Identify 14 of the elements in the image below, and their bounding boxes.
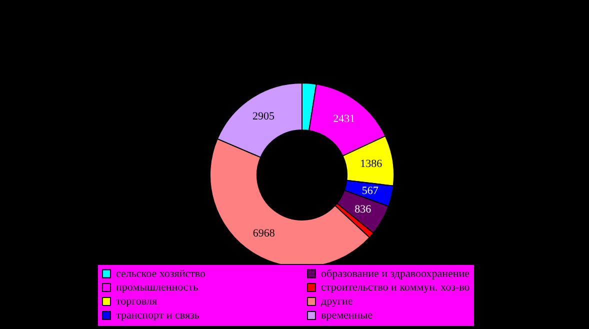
data-label: 1386 (360, 158, 383, 170)
data-label: 2431 (333, 113, 356, 126)
legend-label: торговля (116, 296, 157, 308)
legend-label: транспорт и связь (116, 310, 200, 322)
data-label: 567 (362, 185, 379, 198)
data-label: 836 (354, 203, 372, 216)
legend-label: сельское хозяйство (116, 268, 206, 280)
legend-label: временные (321, 310, 373, 322)
legend-label: строительство и коммун. хоз-во (321, 282, 470, 294)
legend-label: другие (321, 296, 353, 308)
data-label: 6968 (252, 228, 276, 240)
legend-label: промышленность (116, 282, 198, 294)
data-label: 2905 (252, 110, 275, 123)
legend-label: образование и здравоохранение (321, 268, 470, 280)
